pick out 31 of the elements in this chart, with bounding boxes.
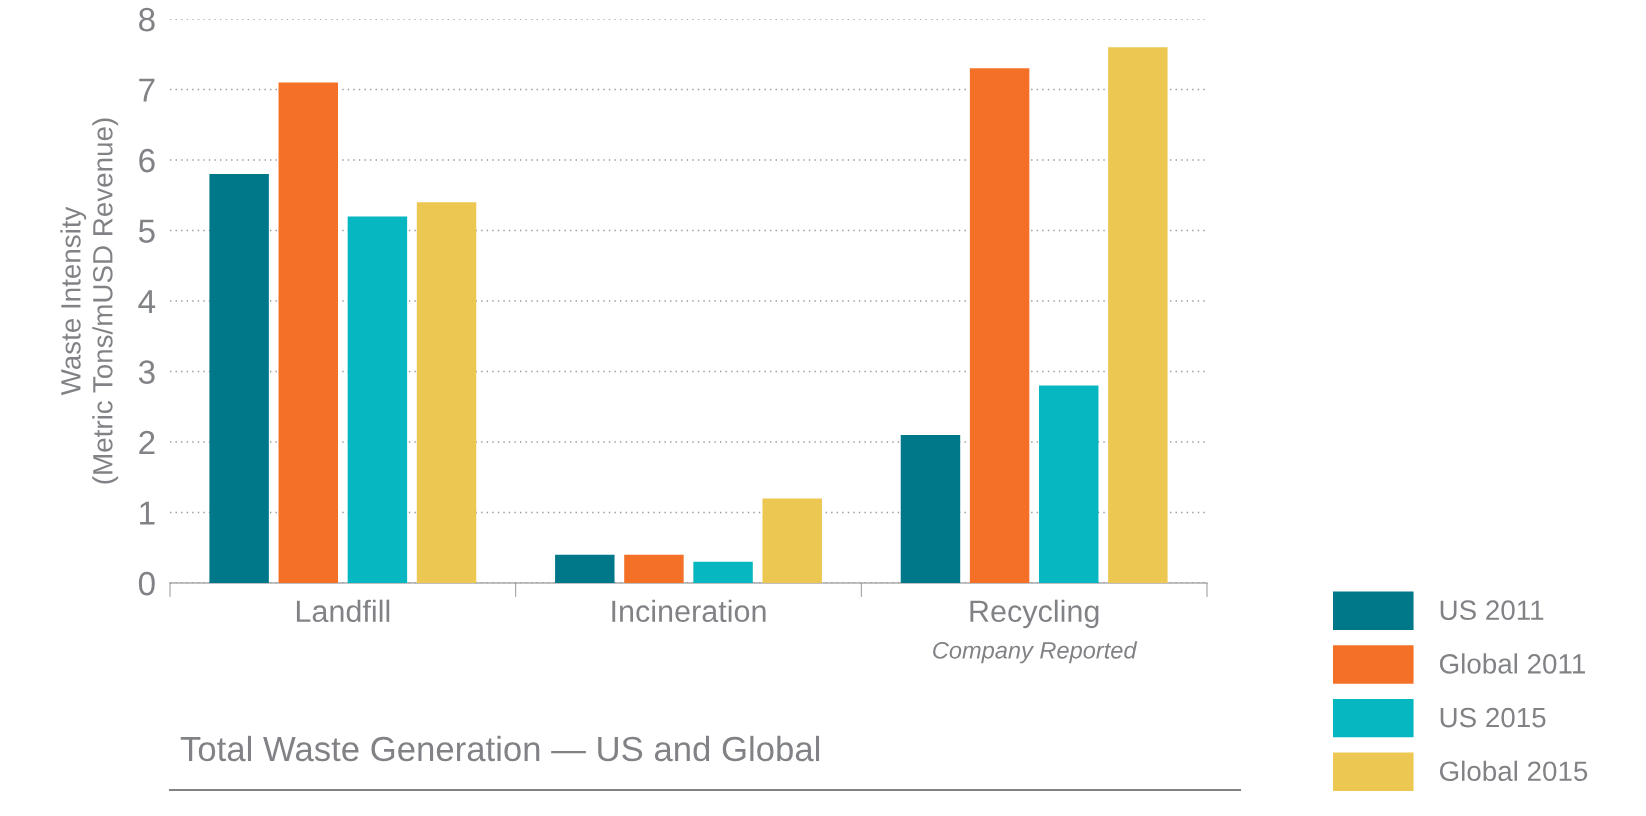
- y-tick-label: 3: [138, 360, 155, 384]
- bar: [900, 434, 961, 583]
- x-tick-label: Recycling: [970, 599, 1099, 629]
- x-tick-label: Incineration: [612, 599, 766, 623]
- bar: [555, 554, 615, 583]
- y-tick-label: 0: [138, 571, 155, 596]
- bar: [209, 174, 269, 583]
- y-tick-label: 1: [140, 501, 155, 525]
- legend-label: Global 2011: [1439, 653, 1585, 674]
- y-tick-label: 2: [139, 430, 155, 455]
- bar: [693, 561, 753, 583]
- y-tick-label: 4: [138, 290, 156, 314]
- bar: [1039, 385, 1099, 583]
- y-tick-label: 6: [139, 148, 155, 173]
- bar: [624, 554, 684, 583]
- bar: [762, 498, 822, 583]
- x-tick-label: Landfill: [296, 599, 390, 623]
- bar: [278, 82, 338, 583]
- bar: [1108, 47, 1168, 583]
- bar: [969, 68, 1030, 583]
- legend-label: US 2011: [1440, 600, 1544, 621]
- bar: [347, 216, 408, 583]
- legend-label: US 2015: [1440, 707, 1546, 728]
- bar: [416, 202, 477, 583]
- y-tick-label: 5: [138, 219, 155, 243]
- y-axis-title: Waste Intensity (Metric Tons/mUSD Revenue): [60, 118, 119, 484]
- text: Total Waste Generation — US and Global: [180, 735, 820, 762]
- y-tick-label: 8: [139, 7, 155, 32]
- legend-label: Global 2015: [1439, 760, 1588, 782]
- text: Company Reported: [933, 641, 1138, 664]
- y-tick-label: 7: [139, 78, 155, 102]
